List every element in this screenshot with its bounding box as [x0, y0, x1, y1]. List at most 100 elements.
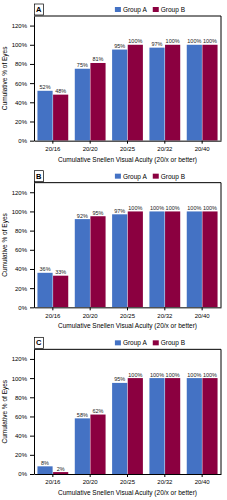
data-label: 100%	[150, 372, 164, 378]
data-labels: 36%92%97%100%100%33%95%100%100%100%	[40, 205, 218, 275]
frame-line	[34, 349, 221, 350]
y-tick: 0%	[18, 471, 34, 477]
tick-mark	[30, 250, 34, 251]
x-tick: 20/16	[45, 307, 61, 318]
bar-series	[53, 378, 217, 474]
x-tick: 20/32	[157, 307, 173, 318]
x-tick: 20/20	[83, 141, 99, 152]
bar	[187, 211, 202, 307]
data-label: 100%	[203, 372, 217, 378]
data-label: 75%	[77, 62, 88, 68]
bar	[53, 95, 68, 141]
legend-swatch	[153, 174, 159, 179]
tick-label: 20/32	[157, 146, 173, 152]
bar	[128, 378, 143, 474]
legend-label: Group A	[123, 339, 148, 347]
data-label: 100%	[203, 205, 217, 211]
tick-mark	[30, 211, 34, 212]
tick-mark	[202, 141, 203, 144]
data-label: 52%	[40, 84, 51, 90]
bar	[149, 378, 164, 474]
tick-label: 20/16	[45, 313, 61, 319]
plot-area: 0%20%40%60%80%100%120%20/1620/2020/2520/…	[1, 171, 222, 331]
y-tick: 120%	[12, 356, 34, 362]
bar	[128, 45, 143, 141]
tick-label: 20%	[15, 286, 28, 292]
x-tick: 20/40	[195, 474, 211, 485]
x-tick: 20/16	[45, 141, 61, 152]
y-tick: 0%	[18, 138, 34, 144]
data-label: 92%	[77, 213, 88, 219]
bar	[202, 378, 217, 474]
tick-mark	[202, 307, 203, 310]
tick-label: 80%	[15, 395, 28, 401]
panel-label: C	[35, 337, 44, 348]
x-tick: 20/16	[45, 474, 61, 485]
tick-label: 100%	[12, 209, 28, 215]
y-tick: 80%	[15, 228, 34, 234]
x-tick: 20/25	[120, 307, 136, 318]
y-tick: 120%	[12, 190, 34, 196]
frame-line	[221, 183, 222, 308]
data-label: 58%	[77, 412, 88, 418]
panel-label-box	[35, 337, 44, 348]
tick-mark	[90, 474, 91, 477]
panel: 0%20%40%60%80%100%120%20/1620/2020/2520/…	[1, 171, 222, 331]
tick-label: 60%	[15, 414, 28, 420]
y-tick: 80%	[15, 395, 34, 401]
tick-label: 120%	[12, 23, 28, 29]
tick-label: 40%	[15, 433, 28, 439]
tick-mark	[164, 141, 165, 144]
data-label: 100%	[187, 38, 201, 44]
y-tick: 100%	[12, 209, 34, 215]
bar-series	[37, 378, 201, 474]
tick-label: 120%	[12, 356, 28, 362]
legend-swatch	[153, 340, 159, 345]
tick-mark	[127, 307, 128, 310]
panel-label-text: C	[36, 338, 42, 347]
legend-swatch	[153, 7, 159, 12]
y-tick: 60%	[15, 247, 34, 253]
data-label: 95%	[92, 210, 103, 216]
tick-mark	[30, 416, 34, 417]
x-axis-title: Cumulative Snellen Visual Acuity (20/x o…	[58, 322, 197, 330]
y-axis: 0%20%40%60%80%100%120%	[12, 350, 35, 478]
data-label: 48%	[55, 88, 66, 94]
data-label: 95%	[114, 376, 125, 382]
frame-line	[221, 349, 222, 474]
plot-area: 0%20%40%60%80%100%120%20/1620/2020/2520/…	[1, 4, 222, 164]
y-axis: 0%20%40%60%80%100%120%	[12, 183, 35, 311]
axis-line	[34, 183, 35, 308]
panel-label: A	[35, 4, 44, 15]
tick-label: 20/40	[195, 313, 211, 319]
tick-label: 20/20	[83, 313, 99, 319]
tick-mark	[30, 378, 34, 379]
data-label: 100%	[128, 205, 142, 211]
x-tick: 20/32	[157, 474, 173, 485]
plot-area: 0%20%40%60%80%100%120%20/1620/2020/2520/…	[1, 337, 222, 497]
legend-label: Group B	[161, 339, 185, 347]
bar	[149, 211, 164, 307]
tick-mark	[52, 474, 53, 477]
data-label: 81%	[92, 56, 103, 62]
x-tick: 20/25	[120, 141, 136, 152]
axis-line	[34, 17, 35, 142]
tick-mark	[30, 474, 34, 475]
y-tick: 100%	[12, 42, 34, 48]
tick-label: 120%	[12, 190, 28, 196]
legend-swatch	[115, 340, 121, 345]
x-axis: 20/16 20/20 20/25 20/32 20/40	[35, 141, 222, 152]
panel-label-box	[35, 171, 44, 182]
y-tick: 120%	[12, 23, 34, 29]
y-tick: 60%	[15, 414, 34, 420]
panel-label-text: A	[36, 5, 42, 14]
tick-label: 20/40	[195, 146, 211, 152]
legend-item: Group B	[153, 339, 185, 347]
x-axis-title: Cumulative Snellen Visual Acuity (20/x o…	[58, 489, 197, 497]
y-tick: 20%	[15, 286, 34, 292]
bars	[37, 45, 217, 141]
data-label: 100%	[128, 372, 142, 378]
data-label: 100%	[128, 38, 142, 44]
tick-mark	[30, 436, 34, 437]
data-labels: 8%58%95%100%100%2%62%100%100%100%	[41, 372, 217, 472]
